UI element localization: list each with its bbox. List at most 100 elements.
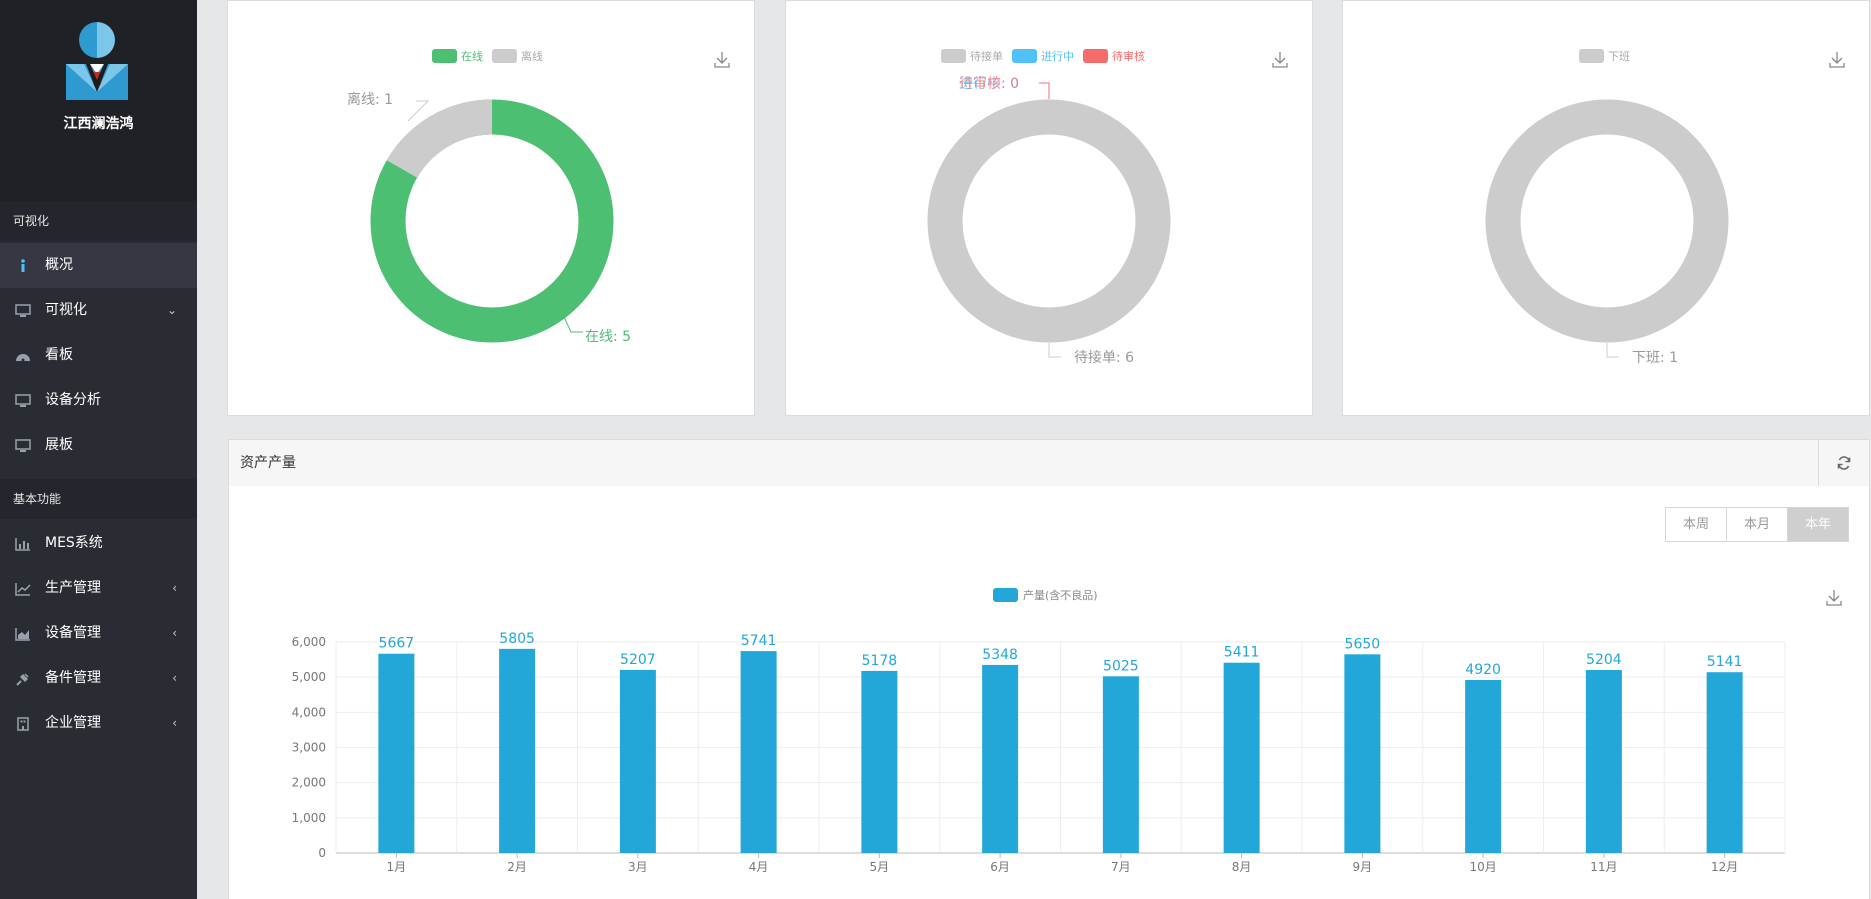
bar <box>1102 676 1139 853</box>
nav-item-kanban[interactable]: 看板 <box>0 333 197 378</box>
section-title-basic: 基本功能 <box>0 479 197 519</box>
chevron-left-icon: ‹ <box>172 626 177 640</box>
asset-output-title: 资产产量 <box>240 455 296 471</box>
nav-item-visualization[interactable]: 可视化 ⌄ <box>0 288 197 333</box>
chevron-left-icon: ‹ <box>172 716 177 730</box>
bar <box>378 653 415 853</box>
tab-year[interactable]: 本年 <box>1788 508 1848 541</box>
line-chart-icon <box>15 566 31 611</box>
nav-item-spare-parts[interactable]: 备件管理 ‹ <box>0 656 197 701</box>
bar <box>982 664 1019 853</box>
nav-label: 设备分析 <box>45 392 101 408</box>
bar-value-label: 5178 <box>862 653 898 669</box>
x-tick-label: 3月 <box>628 860 648 874</box>
legend: 在线 离线 <box>432 48 552 64</box>
bar-value-label: 5650 <box>1345 636 1381 652</box>
download-icon[interactable] <box>1829 51 1845 69</box>
x-tick-label: 5月 <box>870 860 890 874</box>
nav-label: 展板 <box>45 437 73 453</box>
nav-label: 企业管理 <box>45 715 101 731</box>
logo-icon <box>66 22 128 100</box>
nav-item-mes[interactable]: MES系统 <box>0 521 197 566</box>
nav-label: 可视化 <box>45 302 87 318</box>
legend-swatch <box>993 588 1018 602</box>
data-label-offline: 离线: 1 <box>347 92 394 108</box>
refresh-icon <box>1837 456 1851 470</box>
bar-value-label: 5348 <box>982 647 1018 663</box>
nav-label: 生产管理 <box>45 580 101 596</box>
x-tick-label: 12月 <box>1711 860 1738 874</box>
nav-label: MES系统 <box>45 535 103 551</box>
panel-shift-status: 下班 下班: 1 <box>1342 0 1870 416</box>
y-tick-label: 1,000 <box>292 811 326 825</box>
legend: 待接单 进行中 待审核 <box>941 48 1154 64</box>
download-icon[interactable] <box>1272 51 1288 69</box>
nav-item-display-board[interactable]: 展板 <box>0 423 197 468</box>
bar <box>740 651 777 853</box>
panel-work-orders: 待接单 进行中 待审核 进行中: 0 待审核: 0 待接单: 6 <box>785 0 1313 416</box>
y-tick-label: 4,000 <box>292 705 326 719</box>
legend-item-off-duty[interactable]: 下班 <box>1579 48 1630 64</box>
tab-week[interactable]: 本周 <box>1666 508 1727 541</box>
donut-shift <box>1485 99 1729 358</box>
x-tick-label: 6月 <box>990 860 1010 874</box>
bar-value-label: 5805 <box>499 631 535 647</box>
donut-online-offline <box>370 99 614 343</box>
section-title-visualization: 可视化 <box>0 201 197 241</box>
y-tick-label: 5,000 <box>292 670 326 684</box>
tab-month[interactable]: 本月 <box>1727 508 1788 541</box>
legend-item-offline[interactable]: 离线 <box>492 48 543 64</box>
nav-item-equipment[interactable]: 设备管理 ‹ <box>0 611 197 656</box>
x-tick-label: 1月 <box>387 860 407 874</box>
refresh-button[interactable] <box>1818 440 1869 486</box>
x-tick-label: 7月 <box>1111 860 1131 874</box>
y-tick-label: 0 <box>318 846 326 860</box>
download-icon[interactable] <box>714 51 730 69</box>
y-tick-label: 6,000 <box>292 635 326 649</box>
legend-item-online[interactable]: 在线 <box>432 48 483 64</box>
nav-label: 设备管理 <box>45 625 101 641</box>
legend-item-in-progress[interactable]: 进行中 <box>1012 48 1074 64</box>
panel-device-status: 在线 离线 离线: 1 在线: 5 <box>227 0 755 416</box>
bar-value-label: 5141 <box>1707 654 1743 670</box>
brand-name: 江西澜浩鸿 <box>63 116 134 132</box>
bar-value-label: 5411 <box>1224 645 1260 661</box>
bar-value-label: 5207 <box>620 652 656 668</box>
plug-icon <box>15 656 31 701</box>
data-label-review: 待审核: 0 <box>959 76 1020 92</box>
bar <box>1344 654 1381 853</box>
bar <box>619 669 656 853</box>
bar <box>1585 669 1622 853</box>
nav-item-device-analysis[interactable]: 设备分析 <box>0 378 197 423</box>
nav-item-enterprise[interactable]: 企业管理 ‹ <box>0 701 197 746</box>
bar <box>1465 679 1502 853</box>
legend-item-pending[interactable]: 待接单 <box>941 48 1003 64</box>
monitor-icon <box>15 288 31 333</box>
chevron-left-icon: ‹ <box>172 581 177 595</box>
y-tick-label: 2,000 <box>292 776 326 790</box>
data-label-in-progress: 进行中: 0 <box>959 76 1020 92</box>
legend-item-review[interactable]: 待审核 <box>1083 48 1145 64</box>
period-toggle: 本周 本月 本年 <box>1665 507 1849 542</box>
download-icon[interactable] <box>1826 589 1842 607</box>
monitor-icon <box>15 378 31 423</box>
nav-item-overview[interactable]: 概况 <box>0 243 197 288</box>
x-tick-label: 4月 <box>749 860 769 874</box>
bar <box>861 670 898 853</box>
asset-output-header: 资产产量 <box>228 439 1870 487</box>
nav-label: 概况 <box>45 257 73 273</box>
bar-value-label: 5025 <box>1103 658 1139 674</box>
nav-label: 备件管理 <box>45 670 101 686</box>
nav-label: 看板 <box>45 347 73 363</box>
x-tick-label: 8月 <box>1232 860 1252 874</box>
bar-value-label: 4920 <box>1465 662 1501 678</box>
nav-item-production[interactable]: 生产管理 ‹ <box>0 566 197 611</box>
sidebar: 江西澜浩鸿 可视化 概况 可视化 ⌄ 看板 设备分析 展板 基本功能 <box>0 0 197 899</box>
x-tick-label: 11月 <box>1590 860 1617 874</box>
bar-value-label: 5667 <box>379 636 415 652</box>
building-icon <box>15 701 31 746</box>
bar-value-label: 5204 <box>1586 652 1622 668</box>
chevron-left-icon: ‹ <box>172 671 177 685</box>
x-tick-label: 10月 <box>1469 860 1496 874</box>
dashboard-icon <box>15 333 31 378</box>
